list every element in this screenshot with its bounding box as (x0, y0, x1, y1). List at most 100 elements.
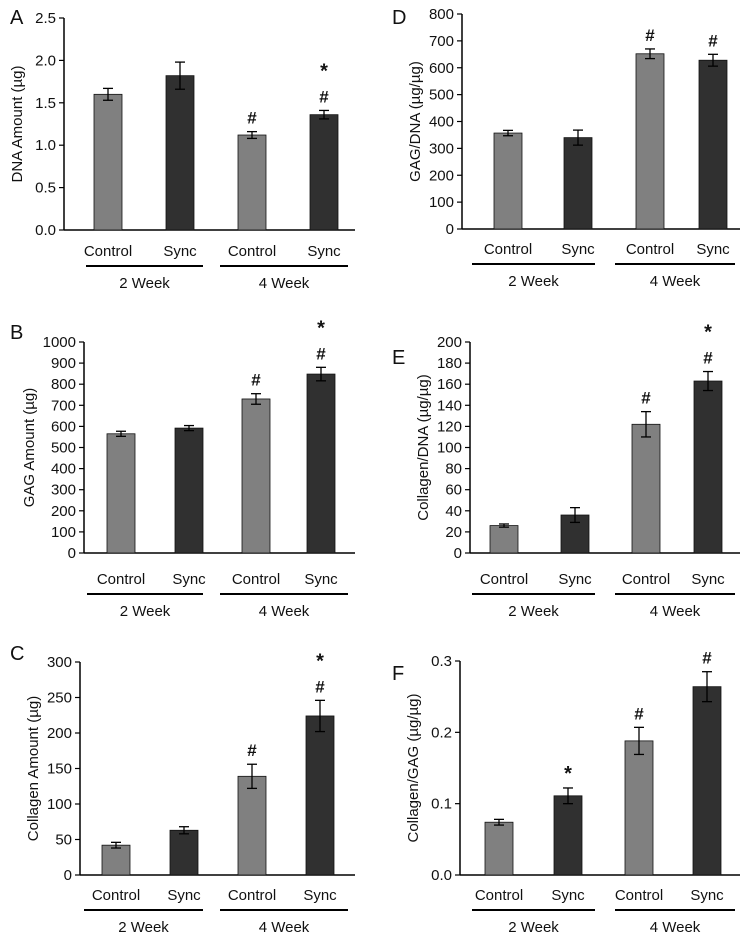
y-tick-label: 700 (51, 397, 76, 414)
category-label: Sync (691, 571, 725, 588)
category-label: Sync (551, 887, 585, 904)
significance-marker: # (708, 31, 718, 50)
category-label: Control (475, 887, 523, 904)
group-label: 4 Week (650, 273, 701, 290)
category-label: Sync (304, 571, 338, 588)
y-tick-label: 0.3 (431, 653, 452, 670)
significance-marker: * (564, 763, 572, 785)
y-tick-label: 1000 (43, 334, 76, 351)
bar (306, 373, 336, 554)
bar (635, 53, 665, 230)
y-tick-label: 0 (454, 545, 462, 562)
chart-panel-b: B 0 100 200 300 400 500 600 700 800 900 1000 GAG Amo… (10, 317, 355, 620)
category-label: Sync (172, 571, 206, 588)
y-tick-label: 0.0 (431, 867, 452, 884)
y-tick-label: 40 (445, 503, 462, 520)
y-tick-label: 300 (51, 482, 76, 499)
group-label: 2 Week (508, 603, 559, 620)
category-label: Control (484, 241, 532, 258)
y-tick-label: 200 (437, 334, 462, 351)
bar (624, 740, 654, 876)
bar (237, 775, 267, 876)
significance-marker: # (315, 677, 325, 696)
bar (305, 715, 335, 876)
y-tick-label: 300 (47, 654, 72, 671)
significance-marker: # (702, 649, 712, 668)
category-label: Control (232, 571, 280, 588)
significance-marker: * (704, 322, 712, 344)
y-axis-label: GAG/DNA (µg/µg) (407, 61, 424, 182)
bar (165, 75, 195, 231)
panel-letter: A (10, 7, 24, 29)
group-label: 2 Week (120, 603, 171, 620)
group-label: 2 Week (118, 919, 169, 936)
bar (174, 427, 204, 554)
category-label: Control (622, 571, 670, 588)
y-tick-label: 100 (437, 440, 462, 457)
significance-marker: # (247, 741, 257, 760)
group-label: 4 Week (259, 603, 310, 620)
y-axis-label: DNA Amount (µg) (9, 65, 26, 182)
chart-panel-d: D 0 100 200 300 400 500 600 700 800 GAG/DNA (µg/µg… (392, 6, 740, 290)
category-label: Sync (163, 243, 197, 260)
significance-marker: * (316, 650, 324, 672)
y-tick-label: 50 (55, 832, 72, 849)
category-label: Control (92, 887, 140, 904)
category-label: Control (615, 887, 663, 904)
y-tick-label: 2.5 (35, 10, 56, 27)
chart-panel-f: F 0.0 0.1 0.2 0.3 Collagen/GAG (µg/µg) Control… (392, 649, 740, 936)
y-tick-label: 0 (446, 221, 454, 238)
y-tick-label: 200 (51, 503, 76, 520)
significance-marker: # (641, 389, 651, 408)
y-tick-label: 500 (51, 440, 76, 457)
group-label: 4 Week (259, 275, 310, 292)
significance-marker: * (317, 317, 325, 339)
y-tick-label: 100 (51, 524, 76, 541)
y-axis-label: GAG Amount (µg) (21, 388, 38, 508)
significance-marker: # (634, 704, 644, 723)
y-tick-label: 400 (429, 114, 454, 131)
bar (631, 423, 661, 554)
y-tick-label: 500 (429, 87, 454, 104)
category-label: Control (626, 241, 674, 258)
bar (692, 686, 722, 876)
y-tick-label: 2.0 (35, 52, 56, 69)
group-label: 4 Week (650, 603, 701, 620)
significance-marker: # (316, 344, 326, 363)
y-tick-label: 600 (51, 418, 76, 435)
y-tick-label: 300 (429, 140, 454, 157)
group-label: 2 Week (508, 273, 559, 290)
y-tick-label: 900 (51, 355, 76, 372)
y-tick-label: 200 (47, 725, 72, 742)
y-tick-label: 80 (445, 461, 462, 478)
category-label: Control (480, 571, 528, 588)
y-tick-label: 100 (47, 796, 72, 813)
bar (169, 829, 199, 876)
category-label: Sync (303, 887, 337, 904)
group-label: 2 Week (119, 275, 170, 292)
category-label: Sync (167, 887, 201, 904)
y-tick-label: 20 (445, 524, 462, 541)
y-tick-label: 120 (437, 418, 462, 435)
y-tick-label: 200 (429, 167, 454, 184)
y-tick-label: 0 (68, 545, 76, 562)
category-label: Sync (561, 241, 595, 258)
y-tick-label: 0.0 (35, 222, 56, 239)
y-tick-label: 600 (429, 60, 454, 77)
bar (553, 795, 583, 876)
y-tick-label: 800 (429, 6, 454, 23)
group-label: 4 Week (259, 919, 310, 936)
significance-marker: # (247, 109, 257, 128)
panel-letter: B (10, 322, 23, 344)
bar (489, 525, 519, 554)
significance-marker: # (703, 349, 713, 368)
y-tick-label: 150 (47, 761, 72, 778)
bar (93, 93, 123, 231)
panel-letter: E (392, 347, 405, 369)
bar (241, 398, 271, 554)
y-tick-label: 1.0 (35, 137, 56, 154)
y-tick-label: 160 (437, 376, 462, 393)
bar (309, 114, 339, 231)
chart-panel-c: C 0 50 100 150 200 250 300 Collagen Amount (µg) C… (10, 643, 355, 936)
